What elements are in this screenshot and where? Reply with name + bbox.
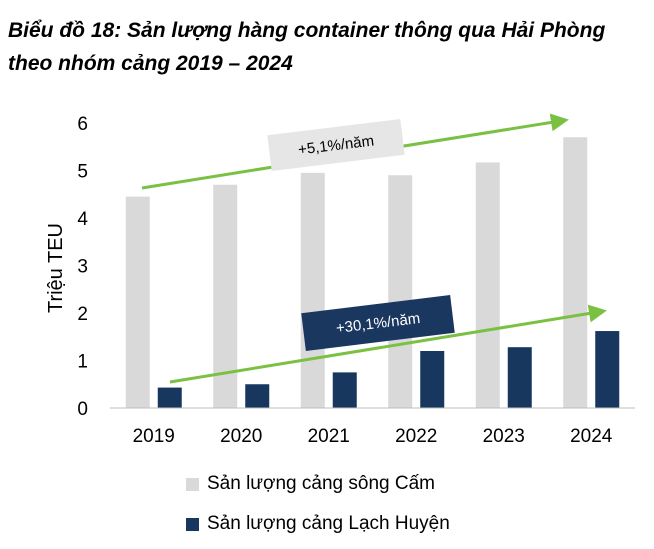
x-tick-label: 2019 (133, 426, 175, 447)
y-tick-label: 6 (77, 114, 88, 135)
y-tick-label: 2 (77, 304, 88, 325)
y-tick-label: 0 (77, 399, 88, 420)
bar-cang-lach-huyen (420, 351, 445, 408)
bar-cang-song-cam (300, 172, 325, 408)
growth-badge-box (267, 118, 405, 172)
y-axis-label: Triệu TEU (45, 223, 67, 313)
legend-swatch-lachhuyen (186, 517, 199, 531)
bar-cang-lach-huyen (332, 372, 357, 408)
growth-badge: +5,1%/năm (267, 118, 405, 172)
x-tick-label: 2023 (483, 426, 525, 447)
legend-label-cam: Sản lượng cảng sông Cấm (207, 473, 435, 494)
x-tick-label: 2024 (570, 426, 613, 447)
trend-arrow (169, 304, 607, 384)
x-tick-label: 2021 (308, 426, 350, 447)
bar-cang-song-cam (563, 137, 588, 408)
y-tick-label: 1 (77, 352, 88, 373)
legend-item-lachhuyen: Sản lượng cảng Lạch Huyện (186, 513, 450, 535)
y-tick-label: 5 (77, 162, 88, 183)
bar-cang-lach-huyen (245, 384, 270, 408)
bar-cang-lach-huyen (507, 347, 532, 408)
x-tick-label: 2020 (220, 426, 262, 447)
x-tick-label: 2022 (395, 426, 437, 447)
legend-label-lachhuyen: Sản lượng cảng Lạch Huyện (207, 513, 450, 534)
chart-title: Biểu đồ 18: Sản lượng hàng container thô… (8, 19, 606, 75)
bar-cang-lach-huyen (157, 387, 182, 408)
bar-cang-song-cam (475, 162, 500, 408)
legend-swatch-cam (186, 477, 199, 491)
y-tick-label: 3 (77, 257, 88, 278)
bar-cang-song-cam (125, 196, 150, 408)
bar-cang-song-cam (388, 175, 413, 408)
legend-item-cam: Sản lượng cảng sông Cấm (186, 473, 435, 495)
growth-badge: +30,1%/năm (301, 295, 455, 351)
y-tick-label: 4 (77, 209, 88, 230)
growth-badge-box (301, 295, 455, 351)
bar-cang-lach-huyen (595, 331, 620, 408)
